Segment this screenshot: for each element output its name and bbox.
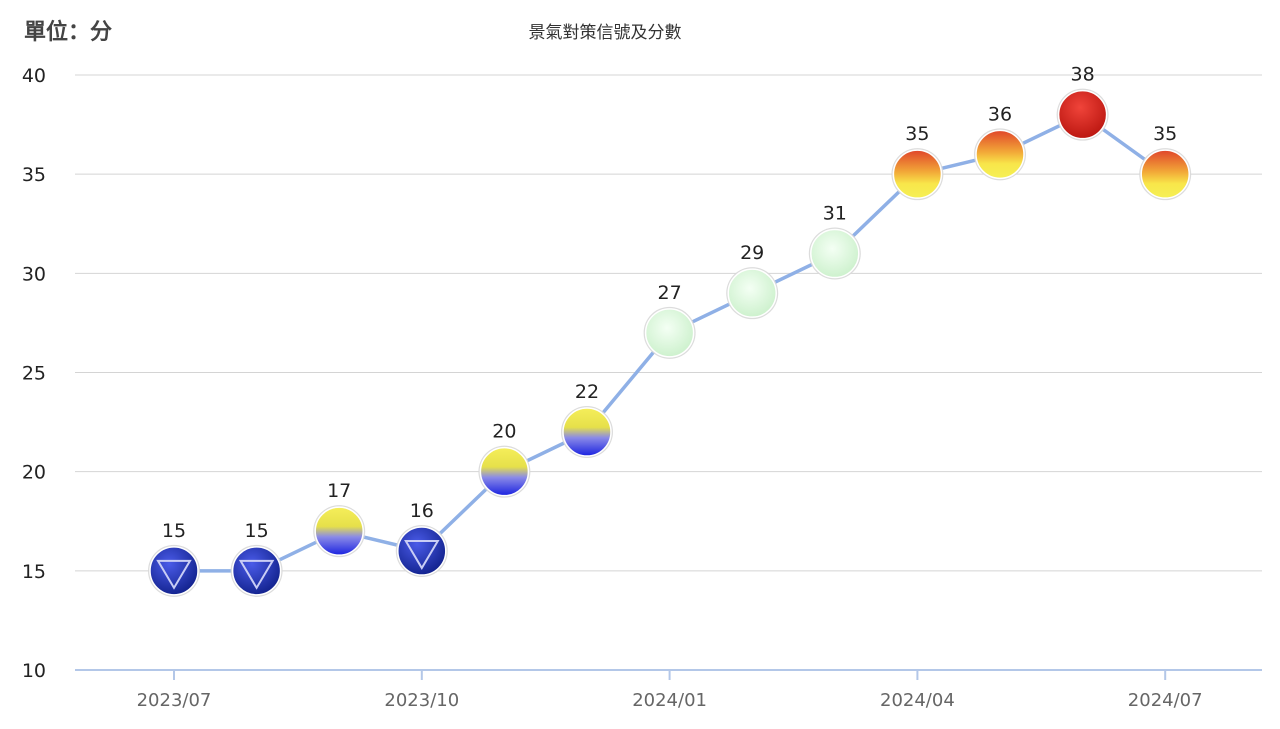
data-label-12: 35 <box>1153 123 1177 145</box>
down-triangle-icon-3 <box>404 540 440 570</box>
data-label-11: 38 <box>1071 64 1095 86</box>
x-tick-label-2024/07: 2024/07 <box>1128 690 1203 711</box>
data-label-4: 20 <box>492 421 516 443</box>
y-tick-label-10: 10 <box>22 660 46 682</box>
down-triangle-icon-0 <box>156 559 192 590</box>
data-label-8: 31 <box>823 203 847 225</box>
y-tick-label-30: 30 <box>22 263 46 285</box>
y-tick-label-25: 25 <box>22 363 46 385</box>
x-tick-label-2024/01: 2024/01 <box>632 690 707 711</box>
x-tick-label-2024/04: 2024/04 <box>880 690 955 711</box>
signal-marker-yellow-blue-4 <box>479 446 530 497</box>
signal-marker-green-8 <box>810 228 860 279</box>
data-label-9: 35 <box>905 123 929 145</box>
data-label-2: 17 <box>327 480 351 502</box>
signal-marker-yellow-blue-5 <box>562 407 612 457</box>
signal-marker-green-6 <box>644 308 695 358</box>
data-label-1: 15 <box>245 520 269 542</box>
signal-marker-blue-1 <box>231 546 282 596</box>
signal-marker-yellow-red-12 <box>1140 149 1190 199</box>
data-label-5: 22 <box>575 381 599 403</box>
signal-marker-blue-0 <box>149 546 199 596</box>
signal-marker-yellow-red-9 <box>892 149 943 199</box>
signal-marker-green-7 <box>727 268 777 318</box>
chart-title: 景氣對策信號及分數 <box>528 23 682 43</box>
data-label-7: 29 <box>740 242 764 264</box>
y-tick-label-40: 40 <box>22 65 46 87</box>
y-tick-label-15: 15 <box>22 561 46 583</box>
unit-label: 單位：分 <box>24 20 113 45</box>
data-label-10: 36 <box>988 103 1012 125</box>
x-tick-label-2023/10: 2023/10 <box>384 690 459 711</box>
data-label-6: 27 <box>658 282 682 304</box>
down-triangle-icon-1 <box>238 559 275 590</box>
y-tick-label-20: 20 <box>22 462 46 484</box>
data-label-3: 16 <box>410 500 434 522</box>
signal-marker-yellow-red-10 <box>975 129 1025 180</box>
signal-marker-yellow-blue-2 <box>314 506 364 556</box>
signal-marker-blue-3 <box>397 526 447 576</box>
y-tick-label-35: 35 <box>22 164 46 186</box>
signal-marker-red-11 <box>1057 89 1108 140</box>
x-tick-label-2023/07: 2023/07 <box>137 690 212 711</box>
data-label-0: 15 <box>162 520 186 542</box>
